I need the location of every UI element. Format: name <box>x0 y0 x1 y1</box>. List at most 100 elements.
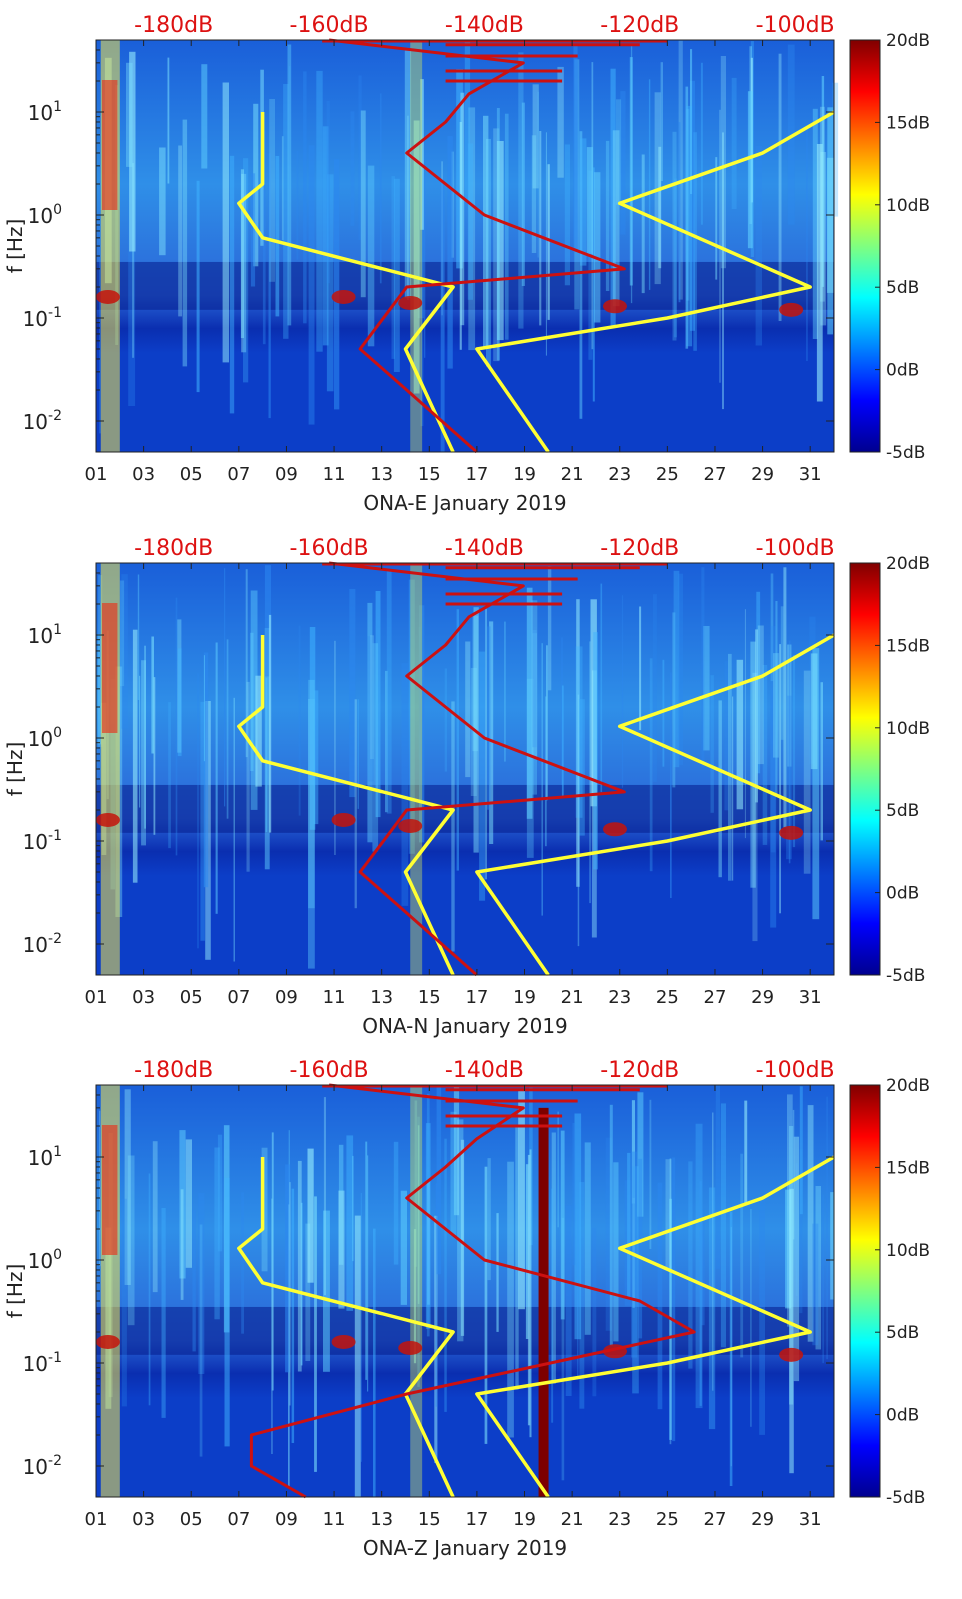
spectrogram-streak <box>229 155 235 414</box>
spectrogram-streak <box>649 658 653 872</box>
y-tick-label: 10-2 <box>23 931 62 957</box>
spectrogram-streak <box>419 605 425 843</box>
spectrogram-streak <box>185 1139 192 1268</box>
spectrogram-streak <box>303 71 307 324</box>
spectrogram-streak <box>820 682 823 841</box>
spectrogram-streak <box>360 110 366 298</box>
y-axis-label: f [Hz] <box>3 219 27 274</box>
spectrogram-streak <box>391 176 395 359</box>
event-column <box>410 1085 423 1497</box>
colorbar-label: 0dB <box>886 1406 919 1426</box>
spectrogram-streak <box>226 639 229 819</box>
spectrogram-streak <box>545 132 547 356</box>
spectrogram-streak <box>787 644 792 767</box>
spectrogram-streak <box>309 627 316 830</box>
spectrogram-streak <box>531 135 537 253</box>
spectrogram-streak <box>807 1105 814 1342</box>
colorbar-label: 10dB <box>886 719 930 739</box>
spectrogram-streak <box>830 1192 835 1300</box>
spectrogram-streak <box>638 1158 643 1339</box>
spectrogram-streak <box>128 154 136 406</box>
y-tick-base: 10 <box>28 101 53 125</box>
spectrogram-streak <box>99 181 101 434</box>
spectrogram-streak <box>624 1180 632 1306</box>
x-tick-label: 09 <box>275 987 298 1008</box>
spectrogram-streak <box>456 69 463 269</box>
x-tick-label: 09 <box>275 1509 298 1530</box>
spectrogram-streak <box>178 145 182 317</box>
spectrogram-streak <box>322 126 329 346</box>
noise-model-limits <box>475 110 835 453</box>
spectrogram-streak <box>732 696 734 881</box>
spectrogram-streak <box>152 1141 158 1293</box>
spectrogram-streak <box>788 640 791 864</box>
spectrogram-streak <box>789 1188 794 1474</box>
top-axis-label: -120dB <box>600 536 679 561</box>
y-tick-exponent: -2 <box>48 408 62 424</box>
x-tick-label: 01 <box>85 987 108 1008</box>
spectrogram-streak <box>812 648 820 920</box>
x-tick-label: 21 <box>561 987 584 1008</box>
top-axis-label: -160dB <box>290 536 369 561</box>
spectrogram-streak <box>792 655 796 848</box>
spectrogram-streak <box>360 1193 362 1462</box>
spectrogram-streak <box>296 151 299 260</box>
spectrogram-streak <box>504 621 506 762</box>
spectrogram-streak <box>372 643 379 852</box>
spectrogram-streak <box>822 1194 824 1364</box>
x-tick-label: 31 <box>799 1509 822 1530</box>
spectrogram-streak <box>712 1112 714 1391</box>
y-tick-base: 10 <box>23 1352 48 1376</box>
x-tick-label: 29 <box>751 987 774 1008</box>
spectrogram-streak <box>770 626 776 853</box>
spectrogram-streak <box>690 49 693 194</box>
x-axis-label: ONA-N January 2019 <box>362 1014 568 1038</box>
x-tick-label: 05 <box>180 987 203 1008</box>
top-axis-label: -100dB <box>756 13 835 38</box>
spectrogram-streak <box>539 131 542 326</box>
spectrogram-streak <box>214 1147 220 1320</box>
spectrogram-streak <box>641 154 645 294</box>
spectrogram-streak <box>400 1190 407 1305</box>
x-tick-label: 27 <box>704 1509 727 1530</box>
spectrogram-streak <box>414 1100 418 1267</box>
spectrogram-streak <box>153 677 156 835</box>
spectrogram-streak <box>695 1123 703 1409</box>
microseism-peak <box>779 825 804 840</box>
y-axis-label: f [Hz] <box>3 742 27 797</box>
spectrogram-streak <box>198 1193 205 1374</box>
spectrogram-streak <box>586 147 593 254</box>
top-axis-label: -100dB <box>756 1058 835 1083</box>
spectrogram-streak <box>812 1223 819 1346</box>
spectrogram-streak <box>197 673 199 949</box>
spectrogram-streak <box>144 645 146 829</box>
spectrogram-streak <box>323 1210 330 1372</box>
spectrogram-streak <box>264 628 270 870</box>
spectrogram-streak <box>537 91 539 258</box>
spectrogram-streak <box>557 66 564 178</box>
x-tick-label: 05 <box>180 1509 203 1530</box>
y-tick-base: 10 <box>23 410 48 434</box>
spectrogram-streak <box>669 1158 672 1445</box>
spectrogram-streak <box>815 1186 821 1350</box>
x-tick-label: 31 <box>799 987 822 1008</box>
y-tick-base: 10 <box>28 624 53 648</box>
spectrogram-streak <box>775 601 778 797</box>
spectrogram-streak <box>404 50 412 299</box>
microseism-band <box>96 1306 834 1355</box>
y-tick-base: 10 <box>28 727 53 751</box>
top-axis-label: -120dB <box>600 1058 679 1083</box>
spectrogram-streak <box>334 159 340 410</box>
noise-model-limits <box>237 635 455 976</box>
colorbar-label: 15dB <box>886 1158 930 1178</box>
spectrogram-streak <box>485 608 487 880</box>
x-tick-label: 27 <box>704 987 727 1008</box>
spectrogram-streak <box>740 1153 744 1358</box>
spectrogram-streak <box>689 80 695 331</box>
spectrogram-streak <box>367 636 374 782</box>
spectrogram-streak <box>573 44 578 252</box>
spectrogram-streak <box>826 1096 828 1360</box>
y-tick-base: 10 <box>23 1455 48 1479</box>
colorbar-label: 20dB <box>886 1076 930 1096</box>
y-tick-label: 101 <box>28 622 62 648</box>
